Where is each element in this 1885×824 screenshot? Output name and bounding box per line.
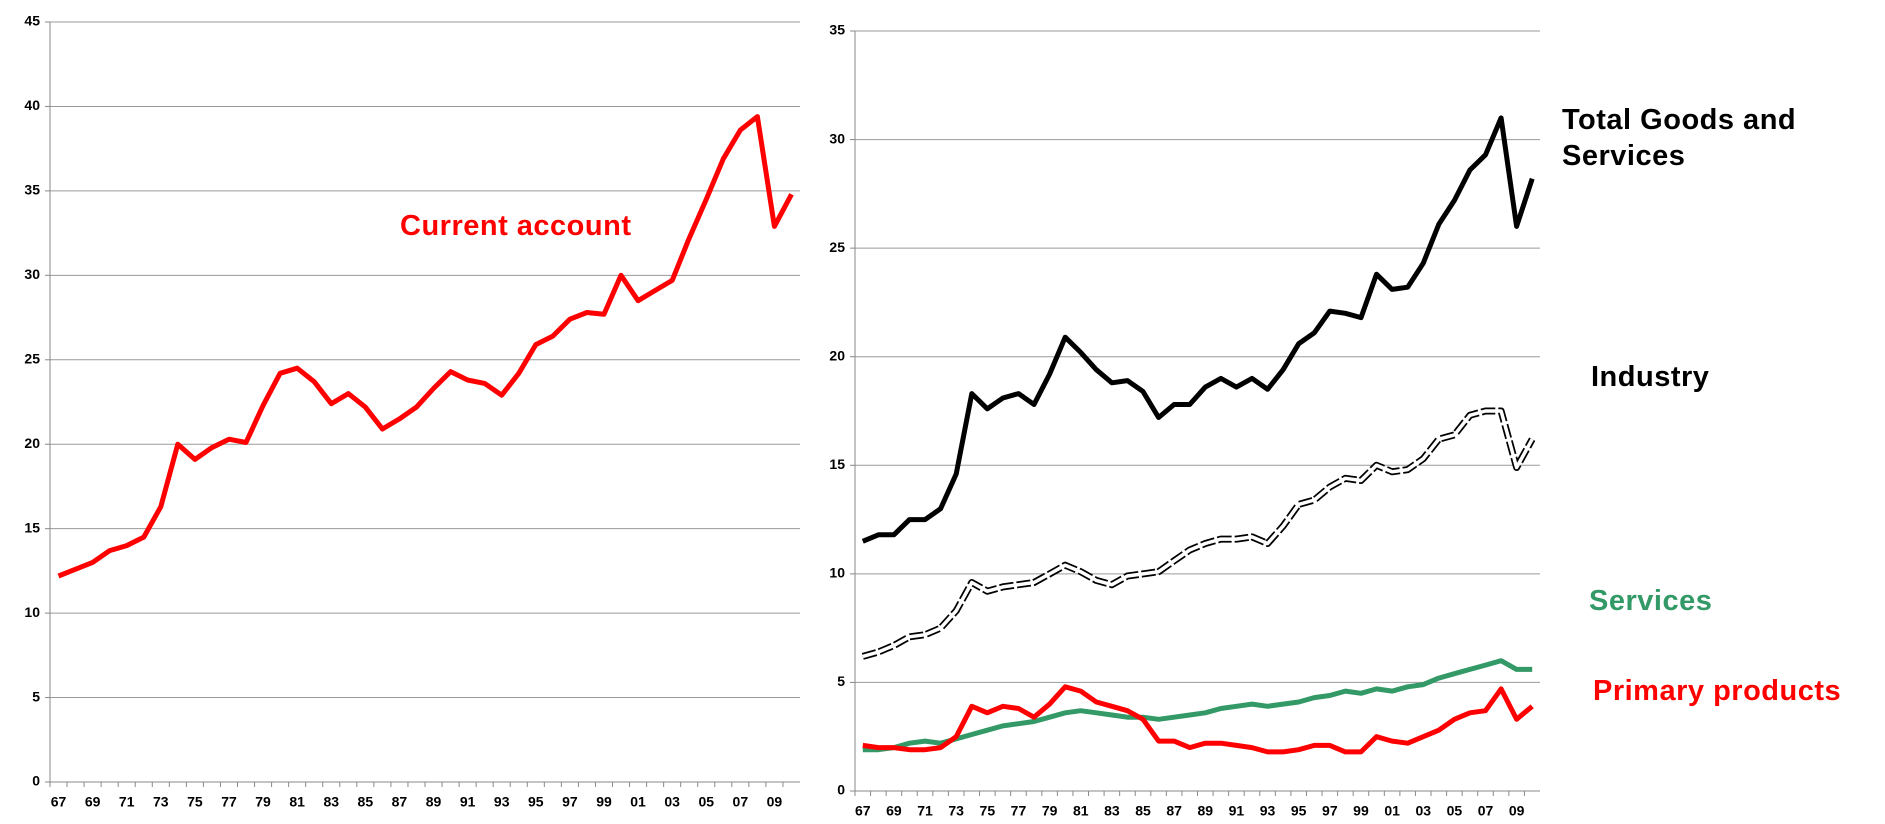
x-tick-label: 77 <box>221 794 237 810</box>
x-tick-label: 07 <box>733 794 749 810</box>
x-tick-label: 77 <box>1011 803 1027 819</box>
series-line-inner <box>862 409 1534 659</box>
x-tick-label: 91 <box>1229 803 1245 819</box>
x-tick-label: 95 <box>528 794 544 810</box>
x-tick-label: 07 <box>1478 803 1494 819</box>
y-tick-label: 40 <box>24 97 40 113</box>
series-line <box>862 658 1533 753</box>
x-tick-label: 09 <box>767 794 783 810</box>
x-tick-label: 73 <box>153 794 169 810</box>
x-tick-label: 89 <box>1197 803 1213 819</box>
x-tick-label: 83 <box>1104 803 1120 819</box>
series-label: Services <box>1589 585 1713 617</box>
x-tick-label: 09 <box>1509 803 1525 819</box>
y-tick-label: 35 <box>24 182 40 198</box>
y-tick-label: 30 <box>24 266 40 282</box>
y-tick-label: 15 <box>829 456 845 472</box>
y-tick-label: 35 <box>829 22 845 38</box>
x-tick-label: 79 <box>1042 803 1058 819</box>
x-tick-label: 81 <box>289 794 305 810</box>
x-tick-label: 99 <box>1353 803 1369 819</box>
x-tick-label: 91 <box>460 794 476 810</box>
x-tick-label: 05 <box>698 794 714 810</box>
series-label: Primary products <box>1593 675 1842 707</box>
x-tick-label: 03 <box>1415 803 1431 819</box>
x-tick-label: 85 <box>358 794 374 810</box>
x-tick-label: 71 <box>917 803 933 819</box>
x-tick-label: 95 <box>1291 803 1307 819</box>
x-tick-label: 75 <box>187 794 203 810</box>
series-line <box>57 114 794 579</box>
x-tick-label: 93 <box>1260 803 1276 819</box>
series-label: Current account <box>400 210 632 242</box>
x-tick-label: 87 <box>1166 803 1182 819</box>
x-tick-label: 67 <box>51 794 67 810</box>
series-label: Industry <box>1591 361 1710 393</box>
series-line <box>862 684 1534 755</box>
x-tick-label: 03 <box>664 794 680 810</box>
x-tick-label: 99 <box>596 794 612 810</box>
x-tick-label: 05 <box>1447 803 1463 819</box>
x-tick-label: 81 <box>1073 803 1089 819</box>
x-tick-label: 83 <box>323 794 339 810</box>
x-tick-label: 69 <box>85 794 101 810</box>
x-tick-label: 79 <box>255 794 271 810</box>
y-tick-label: 5 <box>32 688 40 704</box>
y-tick-label: 0 <box>32 773 40 789</box>
x-tick-label: 69 <box>886 803 902 819</box>
x-tick-label: 87 <box>392 794 408 810</box>
series-label: Total Goods and Services <box>1562 104 1797 172</box>
x-tick-label: 71 <box>119 794 135 810</box>
y-tick-label: 30 <box>829 130 845 146</box>
x-tick-label: 73 <box>948 803 964 819</box>
x-tick-label: 67 <box>855 803 871 819</box>
x-tick-label: 75 <box>980 803 996 819</box>
y-tick-label: 15 <box>24 519 40 535</box>
y-tick-label: 25 <box>829 239 845 255</box>
y-tick-label: 5 <box>837 673 845 689</box>
y-tick-label: 25 <box>24 350 40 366</box>
series-line <box>861 115 1535 544</box>
y-tick-label: 0 <box>837 782 845 798</box>
x-tick-label: 97 <box>562 794 578 810</box>
x-tick-label: 85 <box>1135 803 1151 819</box>
x-tick-label: 01 <box>1384 803 1400 819</box>
y-tick-label: 20 <box>829 347 845 363</box>
y-tick-label: 20 <box>24 435 40 451</box>
x-tick-label: 01 <box>630 794 646 810</box>
x-tick-label: 97 <box>1322 803 1338 819</box>
y-tick-label: 10 <box>829 565 845 581</box>
x-tick-label: 93 <box>494 794 510 810</box>
x-tick-label: 89 <box>426 794 442 810</box>
y-tick-label: 10 <box>24 604 40 620</box>
y-tick-label: 45 <box>24 13 40 29</box>
